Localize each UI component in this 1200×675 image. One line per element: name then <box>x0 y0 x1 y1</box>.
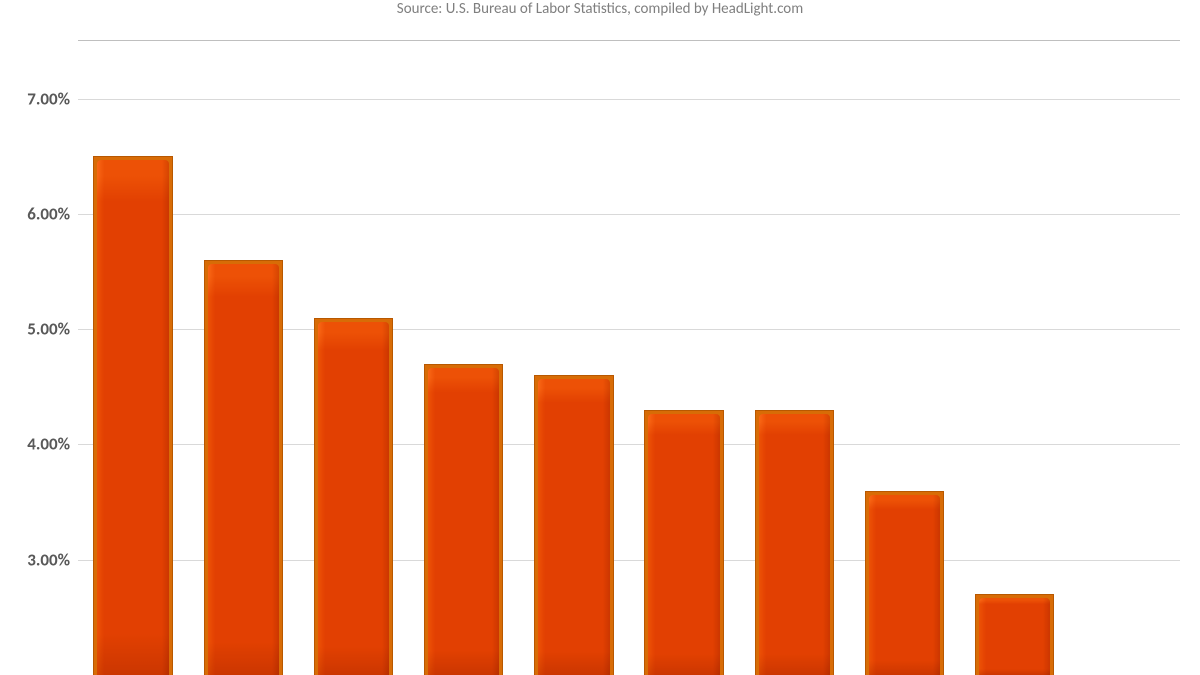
bar-face <box>759 414 830 675</box>
bar-chart: Source: U.S. Bureau of Labor Statistics,… <box>0 0 1200 675</box>
bar-slot <box>188 41 298 675</box>
y-tick-label: 3.00% <box>27 549 78 570</box>
bar-face <box>428 368 499 675</box>
plot-area: 3.00%4.00%5.00%6.00%7.00% <box>78 40 1180 675</box>
bar <box>755 410 834 675</box>
bar-face <box>97 160 168 675</box>
bar-slot <box>298 41 408 675</box>
bar-face <box>869 495 940 675</box>
y-tick-label: 4.00% <box>27 434 78 455</box>
bar-face <box>538 379 609 675</box>
bar <box>644 410 723 675</box>
bar-face <box>208 264 279 675</box>
bar <box>534 375 613 675</box>
bar-slot <box>1070 41 1180 675</box>
bar-face <box>979 598 1050 675</box>
bar-slot <box>629 41 739 675</box>
bar <box>975 594 1054 675</box>
bar <box>314 318 393 675</box>
bar <box>865 491 944 675</box>
bar-face <box>318 322 389 675</box>
bars-container <box>78 41 1180 675</box>
y-tick-label: 5.00% <box>27 319 78 340</box>
bar-slot <box>519 41 629 675</box>
bar-face <box>648 414 719 675</box>
bar-slot <box>409 41 519 675</box>
y-tick-label: 6.00% <box>27 203 78 224</box>
bar-slot <box>849 41 959 675</box>
chart-subtitle: Source: U.S. Bureau of Labor Statistics,… <box>0 0 1200 18</box>
y-tick-label: 7.00% <box>27 88 78 109</box>
bar-slot <box>960 41 1070 675</box>
bar <box>93 156 172 675</box>
bar-slot <box>739 41 849 675</box>
bar <box>424 364 503 675</box>
bar <box>204 260 283 675</box>
bar-slot <box>78 41 188 675</box>
